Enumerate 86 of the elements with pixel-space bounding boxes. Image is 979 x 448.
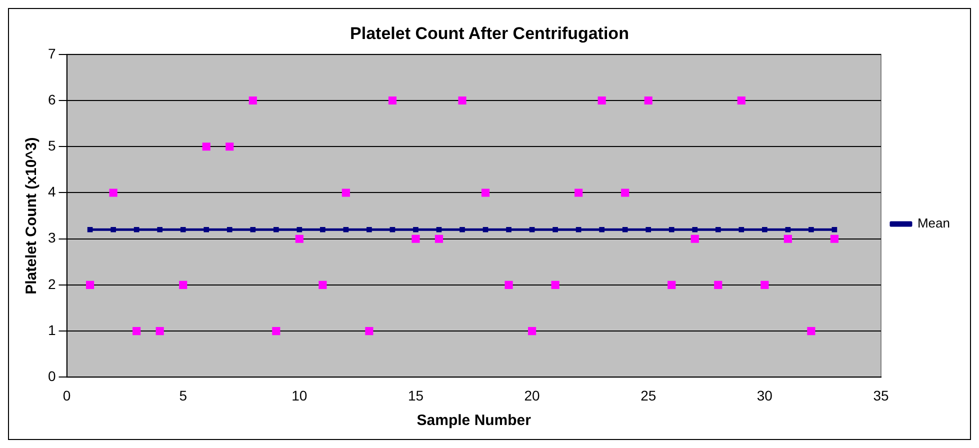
point (365, 327, 374, 336)
point (87, 226, 93, 232)
point (412, 234, 420, 243)
point (320, 226, 326, 232)
point (481, 188, 490, 197)
point (644, 96, 652, 105)
y-tick-label: 3 (48, 230, 56, 246)
y-tick-label: 1 (48, 322, 56, 338)
point (807, 327, 816, 336)
x-tick-label: 20 (524, 387, 540, 404)
point (668, 226, 674, 232)
y-tick-label: 7 (48, 45, 56, 62)
point (621, 188, 630, 197)
point (738, 226, 744, 232)
point (504, 280, 513, 290)
point (157, 226, 162, 232)
y-tick-label: 4 (48, 184, 56, 200)
point (134, 226, 140, 232)
x-tick-label: 10 (292, 387, 308, 404)
point (318, 280, 327, 290)
point (552, 226, 558, 232)
point (226, 142, 234, 151)
point (413, 226, 418, 232)
point (110, 226, 116, 232)
point (692, 226, 698, 232)
point (248, 96, 257, 105)
x-axis-title: Sample Number (416, 412, 532, 430)
point (295, 234, 304, 243)
point (690, 234, 699, 243)
point (830, 234, 838, 243)
legend-label: Mean (917, 216, 950, 231)
x-tick-label: 35 (873, 387, 889, 404)
point (482, 226, 488, 232)
point (343, 226, 349, 232)
point (109, 188, 118, 197)
x-tick-label: 25 (640, 387, 656, 404)
point (250, 226, 256, 232)
point (342, 188, 350, 197)
point (528, 327, 536, 336)
point (785, 226, 791, 232)
x-tick-label: 15 (408, 387, 424, 404)
point (434, 234, 444, 243)
point (86, 280, 94, 290)
point (388, 96, 396, 105)
point (760, 280, 769, 290)
point (784, 234, 792, 243)
point (204, 226, 210, 232)
point (156, 327, 164, 336)
x-tick-label: 30 (756, 387, 773, 404)
y-tick-label: 5 (48, 137, 56, 154)
point (272, 327, 280, 336)
point (646, 226, 652, 232)
point (506, 226, 512, 232)
point (715, 226, 721, 232)
point (296, 226, 302, 232)
point (132, 327, 141, 336)
point (599, 226, 604, 232)
point (460, 226, 465, 232)
point (737, 96, 746, 105)
point (226, 226, 232, 232)
point (551, 280, 560, 290)
point (714, 280, 722, 290)
point (622, 226, 628, 232)
point (436, 226, 442, 232)
point (576, 226, 582, 232)
point (366, 226, 372, 232)
point (273, 226, 279, 232)
point (458, 96, 466, 105)
point (529, 226, 535, 232)
x-tick-label: 5 (179, 387, 188, 404)
point (179, 280, 188, 290)
point (202, 142, 210, 151)
point (832, 226, 838, 232)
chart-title: Platelet Count After Centrifugation (350, 24, 629, 43)
point (180, 226, 186, 232)
point (598, 96, 606, 105)
point (668, 280, 676, 290)
y-axis-title: Platelet Count (x10^3) (23, 137, 40, 294)
x-tick-label: 0 (62, 387, 71, 404)
y-tick-label: 6 (48, 91, 56, 108)
y-tick-label: 0 (48, 368, 56, 384)
point (808, 226, 814, 232)
point (762, 226, 768, 232)
point (390, 226, 396, 232)
point (574, 188, 583, 197)
y-tick-label: 2 (48, 276, 56, 292)
